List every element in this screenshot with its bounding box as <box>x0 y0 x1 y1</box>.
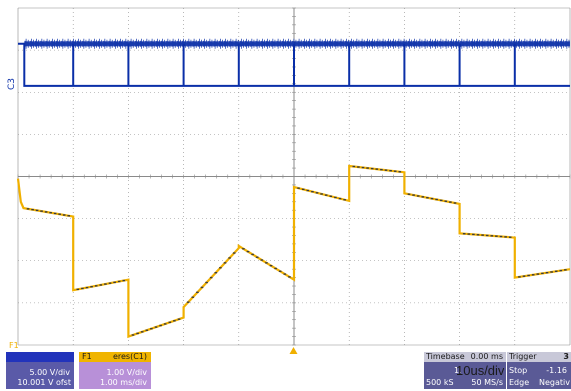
c3-channel-panel[interactable]: 5.00 V/div 10.001 V ofst <box>6 352 74 389</box>
f1-source-text: eres(C1) <box>112 352 147 361</box>
timebase-time-per-div: 1. <box>454 366 462 375</box>
timebase-panel-header <box>424 352 506 362</box>
timebase-title: Timebase <box>426 352 465 361</box>
f1-function-panel[interactable]: F1 eres(C1) 1.00 V/div 1.00 ms/div <box>79 352 151 389</box>
trigger-channel: 3 <box>563 352 569 361</box>
function-f1-label[interactable]: F1 <box>9 341 19 350</box>
timebase-rate: 50 MS/s <box>471 378 503 387</box>
channel-c3-label[interactable]: C3 <box>7 78 17 90</box>
trigger-position-icon <box>289 347 298 354</box>
c3-offset-text: 10.001 V ofst <box>17 378 71 387</box>
trigger-title: Trigger <box>509 352 537 361</box>
c3-panel-header <box>6 352 74 362</box>
timebase-delay: 0.00 ms <box>470 352 503 361</box>
trigger-panel[interactable]: Trigger 3 Stop -1.16 Edge Negativ <box>507 352 571 389</box>
f1-timebase-text: 1.00 ms/div <box>99 378 147 387</box>
f1-badge: F1 <box>82 352 92 361</box>
timebase-samples: 500 kS <box>426 378 454 387</box>
timebase-panel[interactable]: Timebase 0.00 ms 1. 10us/div 500 kS 50 M… <box>424 352 506 389</box>
trigger-level: -1.16 <box>546 366 567 375</box>
f1-panel-header <box>79 352 151 362</box>
trigger-panel-header <box>507 352 571 362</box>
trigger-slope: Negativ <box>539 378 570 387</box>
f1-scale-text: 1.00 V/div <box>106 368 147 377</box>
timebase-overlay-text: 10us/div <box>456 363 505 378</box>
waveform-traces <box>16 38 571 339</box>
c3-scale-text: 5.00 V/div <box>29 368 70 377</box>
trigger-mode: Stop <box>509 366 528 375</box>
trigger-type: Edge <box>509 378 530 387</box>
